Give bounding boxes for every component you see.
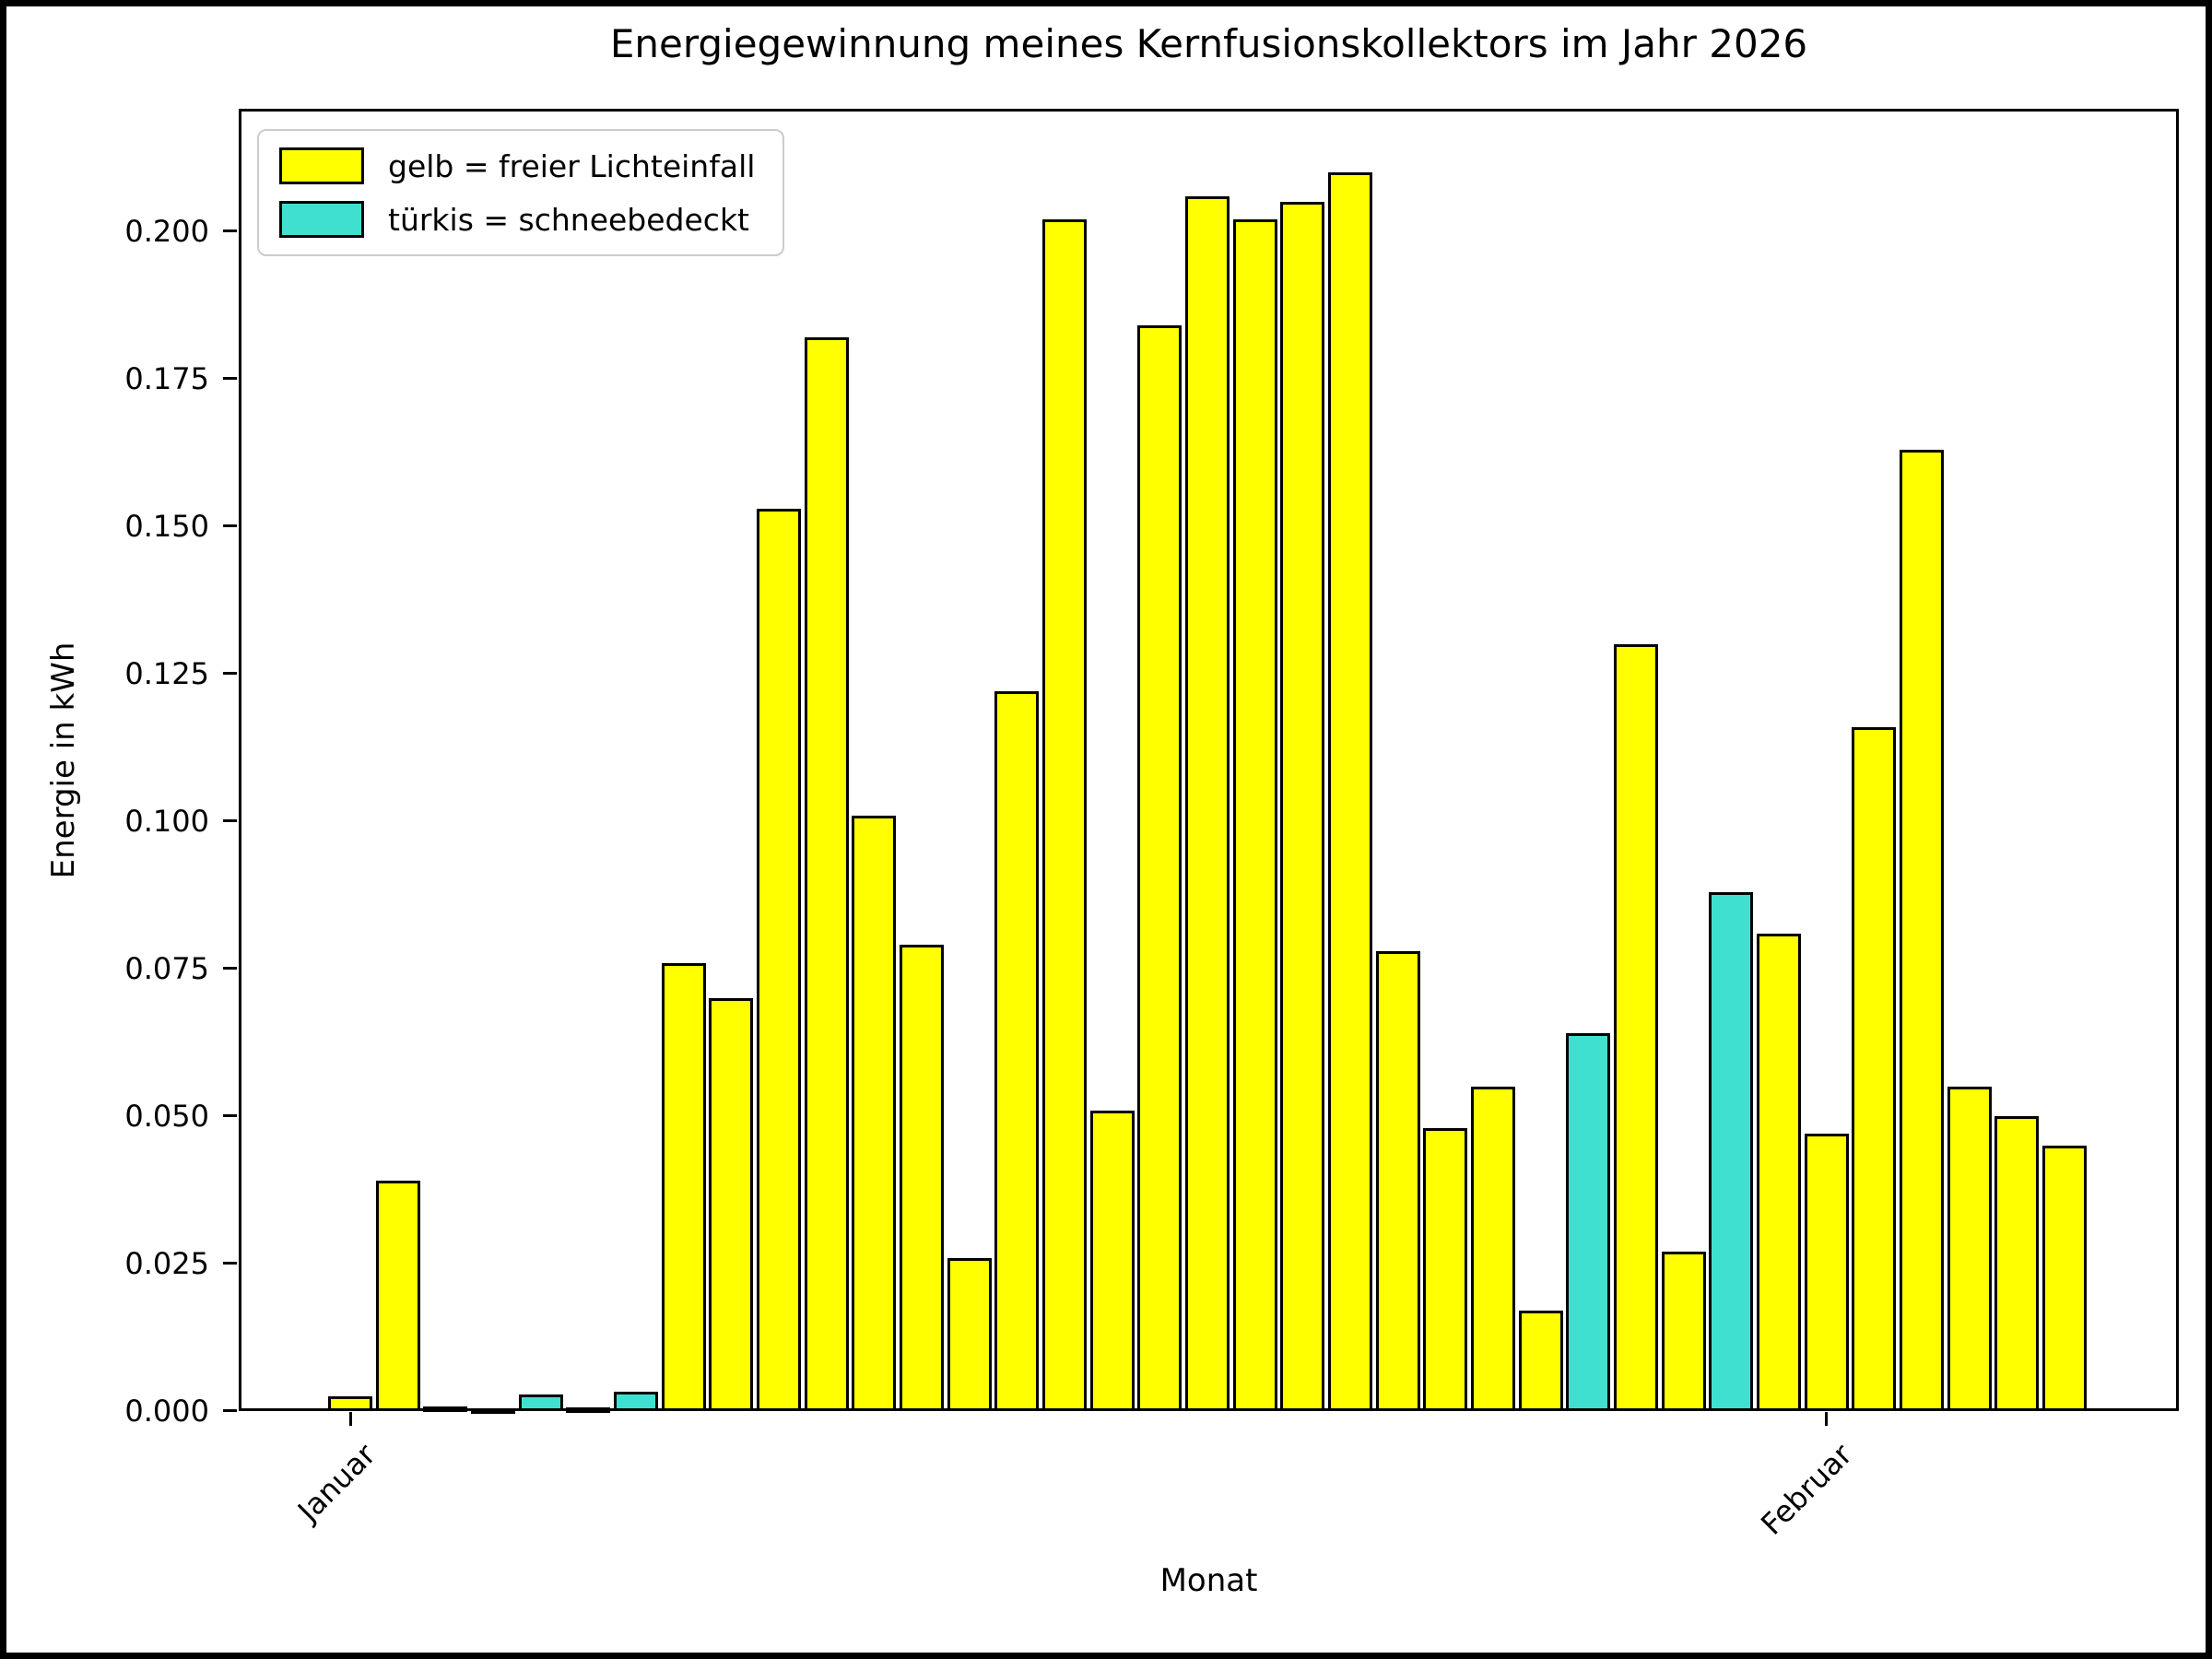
- x-tick-mark: [348, 1412, 352, 1426]
- y-tick-mark: [223, 524, 237, 527]
- y-tick-label: 0.100: [124, 804, 209, 839]
- bar-snow-covered: [423, 1406, 467, 1412]
- y-tick-mark: [223, 672, 237, 675]
- bar-free-light: [1805, 1134, 1849, 1411]
- bar-free-light: [1137, 325, 1182, 1411]
- y-tick-mark: [223, 1114, 237, 1117]
- x-tick-label: Februar: [1753, 1437, 1859, 1542]
- bar-snow-covered: [1709, 892, 1753, 1411]
- legend-swatch-turquoise: [279, 201, 364, 238]
- bar-free-light: [1900, 450, 1944, 1411]
- bar-free-light: [709, 998, 753, 1411]
- y-tick-label: 0.000: [124, 1394, 209, 1429]
- y-tick-label: 0.050: [124, 1099, 209, 1134]
- bar-free-light: [1947, 1087, 1992, 1411]
- bar-snow-covered: [1566, 1033, 1610, 1411]
- x-axis-label: Monat: [1159, 1562, 1258, 1599]
- bar-free-light: [2042, 1146, 2087, 1411]
- bar-free-light: [994, 691, 1039, 1411]
- y-tick-label: 0.125: [124, 656, 209, 691]
- bar-free-light: [852, 816, 896, 1411]
- bar-snow-covered: [614, 1392, 658, 1411]
- bar-free-light: [1471, 1087, 1515, 1411]
- legend-item-snow-covered: türkis = schneebedeckt: [279, 201, 755, 238]
- bar-free-light: [1233, 219, 1277, 1411]
- bar-free-light: [662, 963, 706, 1411]
- x-tick-mark: [1825, 1412, 1829, 1426]
- legend: gelb = freier Lichteinfall türkis = schn…: [257, 129, 785, 256]
- bar-free-light: [328, 1396, 372, 1411]
- chart-title: Energiegewinnung meines Kernfusionskolle…: [609, 21, 1808, 66]
- bar-free-light: [1042, 219, 1087, 1411]
- bar-free-light: [805, 337, 849, 1411]
- y-tick-mark: [223, 819, 237, 822]
- bar-free-light: [1614, 644, 1658, 1411]
- y-tick-label: 0.075: [124, 951, 209, 986]
- bar-free-light: [1280, 202, 1324, 1411]
- x-tick-label: Januar: [290, 1437, 382, 1529]
- bar-free-light: [1090, 1111, 1135, 1411]
- bar-free-light: [1376, 951, 1420, 1411]
- bar-snow-covered: [519, 1394, 563, 1411]
- bar-free-light: [1423, 1128, 1467, 1411]
- legend-item-free-light: gelb = freier Lichteinfall: [279, 147, 755, 184]
- bar-free-light: [947, 1258, 992, 1411]
- bar-free-light: [1185, 196, 1230, 1411]
- bar-snow-covered: [566, 1407, 610, 1413]
- legend-label-free-light: gelb = freier Lichteinfall: [388, 147, 756, 184]
- bar-free-light: [1757, 934, 1801, 1411]
- bar-free-light: [471, 1408, 515, 1414]
- y-tick-mark: [223, 1262, 237, 1265]
- bar-free-light: [376, 1181, 420, 1411]
- y-tick-mark: [223, 1409, 237, 1412]
- legend-swatch-yellow: [279, 147, 364, 184]
- legend-label-snow-covered: türkis = schneebedeckt: [388, 201, 749, 238]
- y-axis-label: Energie in kWh: [45, 641, 82, 879]
- y-tick-label: 0.150: [124, 509, 209, 544]
- y-tick-label: 0.025: [124, 1246, 209, 1281]
- bar-free-light: [1662, 1252, 1706, 1411]
- bar-free-light: [900, 945, 944, 1411]
- bar-free-light: [1519, 1311, 1563, 1411]
- y-tick-label: 0.200: [124, 214, 209, 249]
- y-tick-mark: [223, 967, 237, 970]
- y-tick-label: 0.175: [124, 361, 209, 396]
- y-tick-mark: [223, 377, 237, 380]
- bar-free-light: [1852, 727, 1896, 1411]
- bar-free-light: [1994, 1116, 2039, 1411]
- bar-free-light: [1328, 172, 1372, 1411]
- y-tick-mark: [223, 229, 237, 232]
- bar-free-light: [757, 509, 801, 1411]
